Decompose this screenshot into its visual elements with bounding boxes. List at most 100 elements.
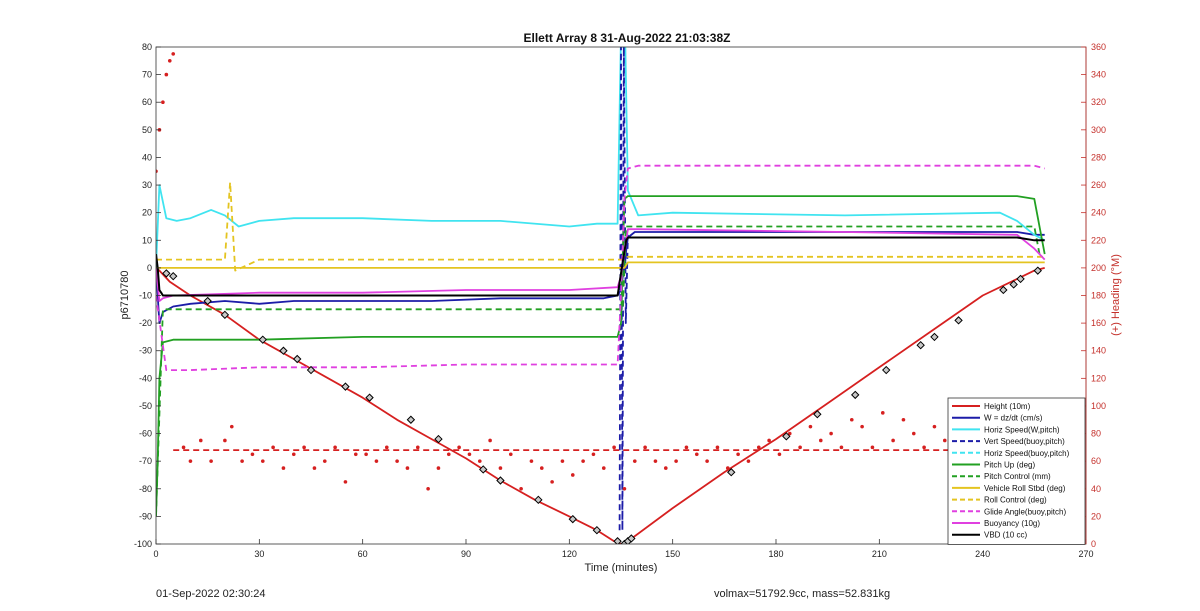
heading-point (384, 445, 389, 450)
y2-tick-label: 40 (1091, 484, 1101, 494)
heading-point (167, 59, 172, 63)
heading-point (240, 459, 244, 463)
heading-point (415, 445, 420, 450)
heading-point (508, 452, 513, 457)
heading-point (591, 452, 596, 457)
footer-timestamp: 01-Sep-2022 02:30:24 (156, 588, 266, 600)
heading-point (870, 445, 875, 450)
height-marker (1009, 280, 1018, 289)
legend-label: Vehicle Roll Stbd (deg) (984, 484, 1066, 493)
heading-point (787, 431, 792, 436)
y-tick-label: -60 (139, 429, 152, 439)
x-tick-label: 210 (872, 549, 887, 559)
legend-label: Buoyancy (10g) (984, 519, 1040, 528)
heading-point (725, 466, 730, 470)
series-pitch-control-mm (156, 225, 1041, 517)
heading-point (156, 169, 158, 174)
y2-tick-label: 220 (1091, 235, 1106, 245)
height-marker (882, 365, 891, 375)
legend-label: W = dz/dt (cm/s) (984, 414, 1043, 423)
y2-tick-label: 60 (1091, 456, 1101, 466)
y2-axis: 0 20 40 60 80 100 120 140 160 180 200 220 240 260 280 3… (1081, 42, 1106, 549)
series-height-markers (162, 266, 1042, 544)
heading-point (901, 417, 906, 422)
heading-point (932, 424, 937, 429)
height-marker (479, 465, 488, 474)
y-tick-label: -100 (134, 539, 152, 549)
y-axis-label: p6710780 (119, 271, 131, 320)
heading-point (601, 466, 606, 470)
height-marker (592, 525, 602, 535)
height-marker (568, 514, 577, 524)
heading-point (312, 466, 317, 470)
x-tick-label: 180 (768, 549, 783, 559)
heading-point (839, 445, 844, 450)
heading-point (405, 466, 410, 470)
heading-point (488, 438, 492, 443)
heading-point (767, 438, 771, 443)
x-tick-label: 0 (153, 549, 158, 559)
legend-label: Pitch Control (mm) (984, 472, 1051, 481)
y-tick-label: 50 (142, 125, 152, 135)
heading-point (426, 486, 430, 491)
x-tick-label: 60 (358, 549, 368, 559)
heading-point (188, 459, 193, 463)
heading-point (223, 438, 227, 443)
heading-point (260, 459, 265, 463)
y-tick-label: 20 (142, 208, 152, 218)
y-tick-label: -90 (139, 511, 152, 521)
height-marker (999, 285, 1008, 295)
footer-mass-info: volmax=51792.9cc, mass=52.831kg (714, 588, 891, 600)
y2-tick-label: 100 (1091, 401, 1106, 411)
heading-point (529, 459, 534, 463)
y2-tick-label: 140 (1091, 346, 1106, 356)
y-tick-label: -70 (139, 456, 152, 466)
height-marker (1033, 266, 1042, 275)
heading-point (829, 431, 833, 436)
heading-point (663, 466, 668, 470)
heading-point (560, 459, 565, 463)
height-marker (916, 340, 925, 350)
height-marker (954, 316, 963, 325)
heading-point (622, 486, 627, 491)
height-marker (293, 354, 302, 364)
series-glide-angle-buoy-pitch (156, 164, 1045, 372)
heading-point (229, 424, 234, 429)
height-marker (1016, 274, 1025, 284)
heading-point (674, 459, 678, 463)
heading-point (694, 452, 699, 457)
height-marker (434, 434, 443, 444)
height-marker (306, 365, 316, 375)
heading-point (880, 411, 885, 415)
legend-label: Horiz Speed(W,pitch) (984, 425, 1060, 434)
heading-point (291, 452, 296, 457)
heading-point (570, 473, 575, 477)
y2-tick-label: 260 (1091, 180, 1106, 190)
legend: Height (10m) W = dz/dt (cm/s) Horiz Speed(… (947, 397, 1086, 545)
heading-point (281, 466, 286, 470)
y2-tick-label: 80 (1091, 429, 1101, 439)
legend-label: Roll Control (deg) (984, 496, 1047, 505)
heading-point (181, 445, 186, 450)
y-tick-label: 60 (142, 97, 152, 107)
heading-point (161, 100, 165, 105)
legend-label: Pitch Up (deg) (984, 461, 1035, 470)
heading-point (271, 445, 275, 450)
series-height-10m (156, 267, 1045, 544)
x-axis-label: Time (minutes) (585, 562, 658, 574)
height-marker (169, 271, 178, 281)
y-tick-label: -50 (139, 401, 152, 411)
y2-tick-label: 160 (1091, 318, 1106, 328)
heading-point (798, 445, 802, 450)
series-vbd-10-cc (156, 236, 1045, 297)
heading-point (777, 452, 782, 457)
y2-tick-label: 280 (1091, 152, 1106, 162)
height-marker (813, 410, 822, 419)
y2-tick-label: 200 (1091, 263, 1106, 273)
height-marker (258, 335, 267, 344)
series-vert-speed-buoy-pitch (618, 47, 629, 532)
y-tick-label: 40 (142, 152, 152, 162)
height-marker (727, 468, 736, 477)
heading-point (715, 445, 720, 450)
series-vehicle-roll-stbd-deg (156, 261, 1045, 269)
